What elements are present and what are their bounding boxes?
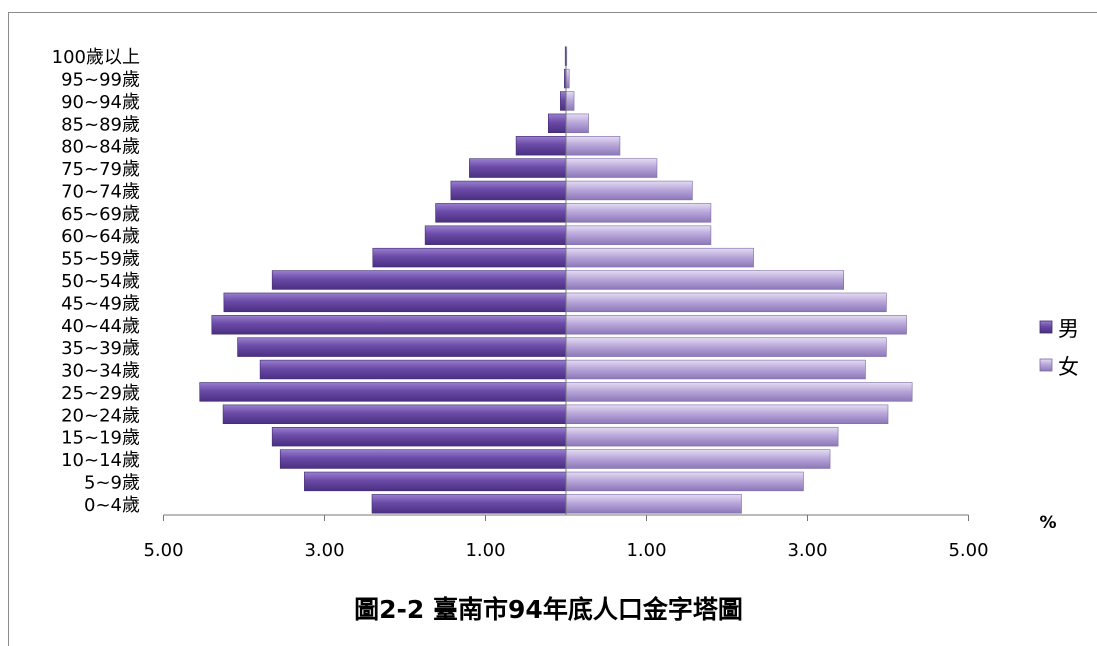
category-label: 25~29歲: [61, 383, 140, 404]
bar-female-14: [565, 180, 693, 201]
category-label: 30~34歲: [61, 361, 140, 382]
bar-male-8: [211, 315, 567, 335]
bar-male-1: [304, 471, 567, 492]
category-label: 10~14歲: [61, 450, 140, 471]
bar-male-6: [259, 359, 567, 380]
category-label: 90~94歲: [61, 92, 140, 113]
legend-label-male: 男: [1058, 317, 1079, 341]
bar-female-8: [565, 315, 907, 335]
category-label: 75~79歲: [61, 159, 140, 180]
bar-male-7: [237, 337, 567, 357]
bar-female-2: [565, 449, 831, 469]
chart-frame: [8, 12, 1097, 646]
category-label: 50~54歲: [61, 271, 140, 292]
x-axis: 5.00 3.00 1.00 1.00 3.00 5.00%: [143, 50, 1057, 561]
bar-female-5: [565, 382, 913, 402]
bar-male-14: [450, 180, 567, 201]
category-label: 0~4歲: [84, 495, 140, 516]
bar-female-18: [565, 91, 575, 111]
legend-label-female: 女: [1058, 355, 1079, 379]
category-label: 35~39歲: [61, 338, 140, 359]
category-label: 70~74歲: [61, 181, 140, 202]
bar-female-9: [565, 292, 887, 313]
legend-swatch-female: [1039, 358, 1053, 372]
chart-caption: 圖2-2 臺南市94年底人口金字塔圖: [354, 595, 743, 624]
bar-female-1: [565, 471, 804, 492]
bar-male-10: [271, 270, 567, 290]
bar-female-0: [565, 494, 742, 514]
category-label: 5~9歲: [84, 472, 140, 493]
legend: 男女: [1039, 317, 1079, 379]
bar-female-11: [565, 247, 754, 268]
x-tick-label: 1.00: [626, 540, 666, 561]
bar-female-4: [565, 404, 889, 424]
unit-label: %: [1039, 513, 1056, 533]
category-label: 85~89歲: [61, 114, 140, 135]
bar-male-16: [515, 136, 567, 156]
bars-layer: [199, 46, 913, 514]
category-labels: 0~4歲5~9歲10~14歲15~19歲20~24歲25~29歲30~34歲35…: [52, 47, 140, 516]
x-tick-label: 3.00: [787, 540, 827, 561]
x-tick-label: 3.00: [304, 540, 344, 561]
bar-female-12: [565, 225, 712, 245]
bar-male-17: [547, 113, 567, 134]
category-label: 45~49歲: [61, 293, 140, 314]
x-tick-label: 5.00: [948, 540, 988, 561]
bar-male-9: [223, 292, 567, 313]
category-label: 80~84歲: [61, 137, 140, 158]
category-label: 60~64歲: [61, 226, 140, 247]
bar-male-13: [435, 203, 567, 223]
bar-male-5: [199, 382, 567, 402]
legend-swatch-male: [1039, 320, 1053, 334]
bar-male-0: [371, 494, 567, 514]
category-label: 100歲以上: [52, 47, 140, 68]
category-label: 15~19歲: [61, 428, 140, 449]
bar-male-2: [279, 449, 567, 469]
category-label: 20~24歲: [61, 405, 140, 426]
bar-female-7: [565, 337, 887, 357]
bar-male-12: [424, 225, 567, 245]
bar-male-18: [560, 91, 567, 111]
bar-male-15: [469, 158, 567, 178]
bar-female-13: [565, 203, 712, 223]
category-label: 55~59歲: [61, 249, 140, 270]
bar-female-16: [565, 136, 621, 156]
bar-male-11: [372, 247, 567, 268]
bar-female-15: [565, 158, 658, 178]
x-tick-label: 1.00: [465, 540, 505, 561]
bar-female-6: [565, 359, 866, 380]
category-label: 65~69歲: [61, 204, 140, 225]
bar-female-10: [565, 270, 845, 290]
category-label: 40~44歲: [61, 316, 140, 337]
bar-male-3: [271, 426, 567, 447]
bar-female-3: [565, 426, 839, 447]
bar-female-17: [565, 113, 589, 134]
x-tick-label: 5.00: [143, 540, 183, 561]
category-label: 95~99歲: [61, 70, 140, 91]
bar-male-4: [222, 404, 567, 424]
